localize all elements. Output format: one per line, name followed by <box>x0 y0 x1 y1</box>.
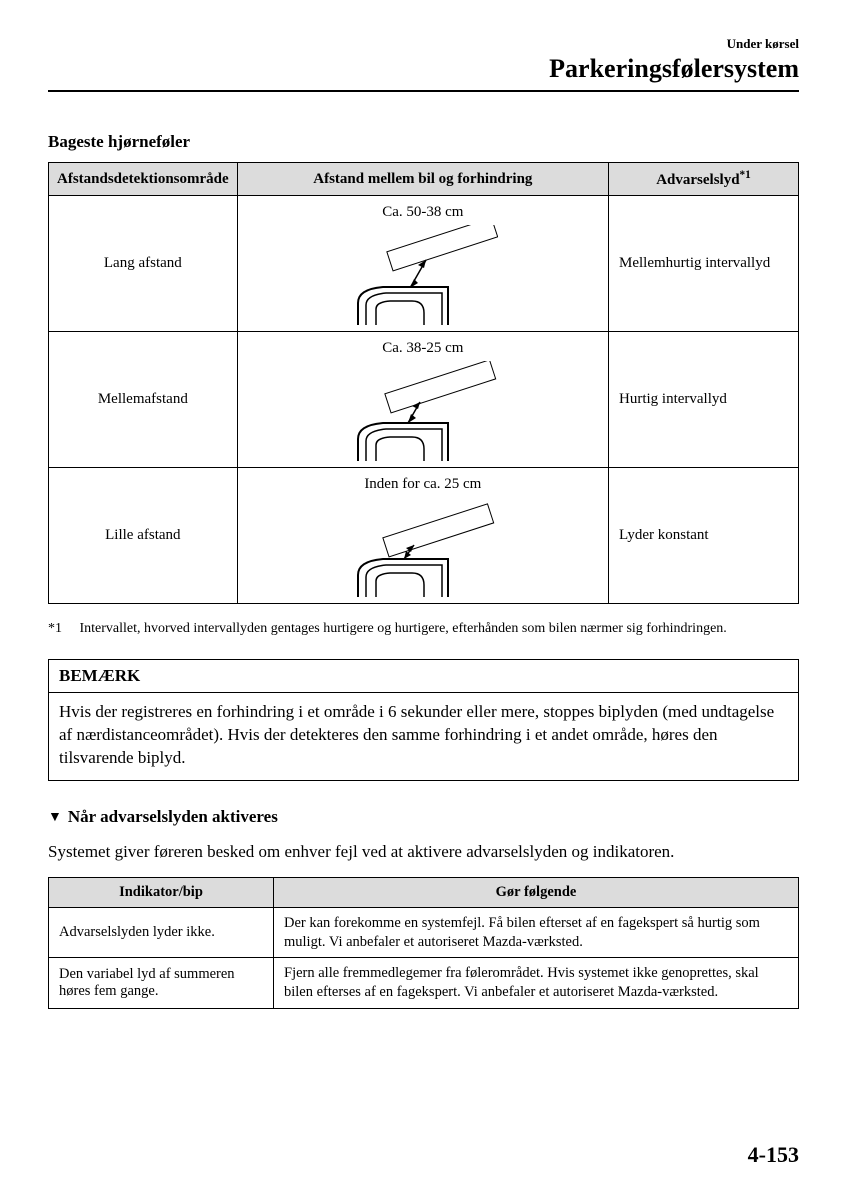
table-header-row: Afstandsdetektionsområde Afstand mellem … <box>49 163 799 196</box>
cell-action: Der kan forekomme en systemfejl. Få bile… <box>274 907 799 958</box>
section-title: Bageste hjørneføler <box>48 132 799 152</box>
triangle-marker-icon: ▼ <box>48 810 62 826</box>
col-header-sound-sup: *1 <box>740 169 751 181</box>
cell-area: Lang afstand <box>49 196 238 332</box>
page-header: Under kørsel Parkeringsfølersystem <box>48 36 799 92</box>
note-body: Hvis der registreres en forhindring i et… <box>49 693 798 780</box>
table-row: Lang afstand Ca. 50-38 cm <box>49 196 799 332</box>
sensor-diagram-icon <box>348 497 498 597</box>
cell-area: Lille afstand <box>49 468 238 604</box>
table-row: Den variabel lyd af summeren høres fem g… <box>49 958 799 1009</box>
cell-sound: Hurtig intervallyd <box>609 332 799 468</box>
diagram-wrap <box>246 497 600 597</box>
table-header-row: Indikator/bip Gør følgende <box>49 877 799 907</box>
cell-distance: Inden for ca. 25 cm <box>237 468 608 604</box>
note-title: BEMÆRK <box>49 660 798 693</box>
cell-sound: Mellemhurtig intervallyd <box>609 196 799 332</box>
col-header-sound: Advarselslyd*1 <box>609 163 799 196</box>
subsection-lead: Systemet giver føreren besked om enhver … <box>48 841 799 863</box>
col-header-distance: Afstand mellem bil og forhindring <box>237 163 608 196</box>
footnote: *1 Intervallet, hvorved intervallyden ge… <box>48 614 799 659</box>
footnote-label: *1 <box>48 620 76 639</box>
cell-distance: Ca. 50-38 cm <box>237 196 608 332</box>
cell-sound: Lyder konstant <box>609 468 799 604</box>
diagram-wrap <box>246 361 600 461</box>
header-overline: Under kørsel <box>48 36 799 52</box>
distance-label: Ca. 38-25 cm <box>246 340 600 357</box>
cell-distance: Ca. 38-25 cm <box>237 332 608 468</box>
table-row: Mellemafstand Ca. 38-25 cm <box>49 332 799 468</box>
col-header-sound-text: Advarselslyd <box>656 172 739 188</box>
cell-indicator: Den variabel lyd af summeren høres fem g… <box>49 958 274 1009</box>
action-table: Indikator/bip Gør følgende Advarselslyde… <box>48 877 799 1009</box>
col-header-area: Afstandsdetektionsområde <box>49 163 238 196</box>
header-title: Parkeringsfølersystem <box>48 54 799 84</box>
diagram-wrap <box>246 225 600 325</box>
col-header-action: Gør følgende <box>274 877 799 907</box>
distance-label: Inden for ca. 25 cm <box>246 476 600 493</box>
subsection-heading-text: Når advarselslyden aktiveres <box>68 807 278 826</box>
sensor-diagram-icon <box>348 361 498 461</box>
cell-area: Mellemafstand <box>49 332 238 468</box>
subsection-heading: ▼ Når advarselslyden aktiveres <box>48 807 799 827</box>
sensor-table: Afstandsdetektionsområde Afstand mellem … <box>48 162 799 604</box>
table-row: Lille afstand Inden for ca. 25 cm <box>49 468 799 604</box>
sensor-diagram-icon <box>348 225 498 325</box>
table-row: Advarselslyden lyder ikke. Der kan forek… <box>49 907 799 958</box>
page-number: 4-153 <box>748 1142 799 1168</box>
cell-indicator: Advarselslyden lyder ikke. <box>49 907 274 958</box>
col-header-indicator: Indikator/bip <box>49 877 274 907</box>
subsection: ▼ Når advarselslyden aktiveres Systemet g… <box>48 807 799 1009</box>
cell-action: Fjern alle fremmedlegemer fra følerområd… <box>274 958 799 1009</box>
footnote-text: Intervallet, hvorved intervallyden genta… <box>80 620 780 639</box>
distance-label: Ca. 50-38 cm <box>246 204 600 221</box>
note-box: BEMÆRK Hvis der registreres en forhindri… <box>48 659 799 781</box>
